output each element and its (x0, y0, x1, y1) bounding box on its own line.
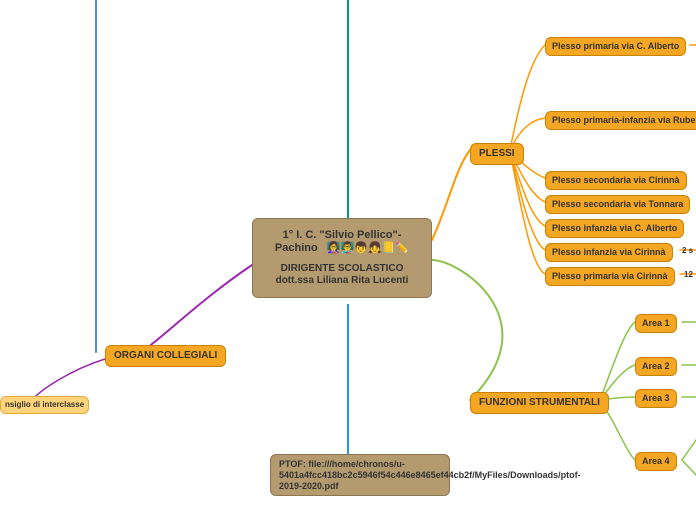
plesso-4[interactable]: Plesso infanzia via C. Alberto (545, 219, 684, 238)
main-organi[interactable]: ORGANI COLLEGIALI (105, 345, 226, 367)
plesso-1[interactable]: Plesso primaria-infanzia via Rubera (545, 111, 696, 130)
area-1[interactable]: Area 2 (635, 357, 677, 376)
area-0[interactable]: Area 1 (635, 314, 677, 333)
central-subtitle: DIRIGENTE SCOLASTICO dott.ssa Liliana Ri… (263, 263, 421, 287)
main-funzioni[interactable]: FUNZIONI STRUMENTALI (470, 392, 609, 414)
central-node[interactable]: 1° I. C. "Silvio Pellico"- Pachino 👩‍🏫👨‍… (252, 218, 432, 298)
edge-label-0: 2 s (682, 246, 693, 255)
central-emoji: 👩‍🏫👨‍🏫👦👧📒✏️ (327, 242, 409, 254)
plesso-3[interactable]: Plesso secondaria via Tonnara (545, 195, 690, 214)
organi-child-0[interactable]: nsiglio di interclasse (0, 396, 89, 414)
plesso-6[interactable]: Plesso primaria via Cirinnà (545, 267, 675, 286)
plesso-2[interactable]: Plesso secondaria via Cirinnà (545, 171, 687, 190)
area-2[interactable]: Area 3 (635, 389, 677, 408)
plesso-5[interactable]: Plesso infanzia via Cirinnà (545, 243, 673, 262)
edge-label-1: 12 (684, 270, 693, 279)
plesso-0[interactable]: Plesso primaria via C. Alberto (545, 37, 686, 56)
main-plessi[interactable]: PLESSI (470, 143, 524, 165)
central-title: 1° I. C. "Silvio Pellico"- Pachino 👩‍🏫👨‍… (263, 229, 421, 255)
ptof-node[interactable]: PTOF: file:///home/chronos/u-5401a4fcc41… (270, 454, 450, 496)
area-3[interactable]: Area 4 (635, 452, 677, 471)
